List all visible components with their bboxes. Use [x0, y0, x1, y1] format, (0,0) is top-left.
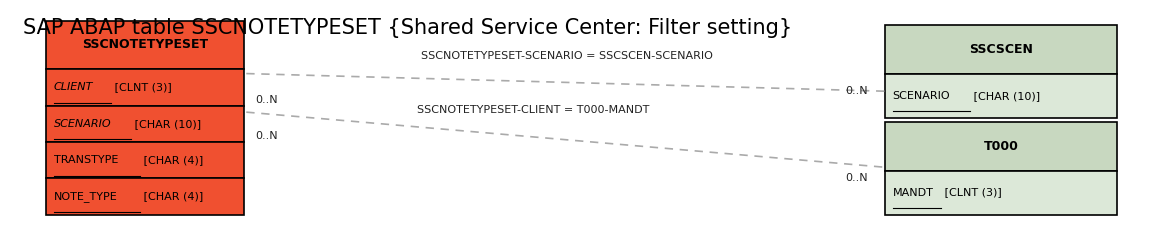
Text: 0..N: 0..N	[845, 173, 868, 183]
Bar	[45, 178, 244, 215]
Text: [CHAR (10)]: [CHAR (10)]	[970, 91, 1040, 100]
Text: CLIENT: CLIENT	[53, 82, 93, 92]
Text: 0..N: 0..N	[845, 86, 868, 96]
Bar	[45, 21, 244, 69]
Text: [CHAR (4)]: [CHAR (4)]	[140, 191, 204, 201]
Text: SCENARIO: SCENARIO	[53, 119, 111, 129]
Text: SSCNOTETYPESET-SCENARIO = SSCSCEN-SCENARIO: SSCNOTETYPESET-SCENARIO = SSCSCEN-SCENAR…	[421, 51, 713, 61]
Text: SSCNOTETYPESET-CLIENT = T000-MANDT: SSCNOTETYPESET-CLIENT = T000-MANDT	[417, 105, 649, 115]
Text: NOTE_TYPE: NOTE_TYPE	[53, 191, 117, 202]
Text: MANDT: MANDT	[892, 188, 934, 198]
Text: TRANSTYPE: TRANSTYPE	[53, 155, 118, 165]
Text: [CLNT (3)]: [CLNT (3)]	[941, 188, 1002, 198]
Text: SCENARIO: SCENARIO	[892, 91, 950, 100]
Text: [CLNT (3)]: [CLNT (3)]	[111, 82, 172, 92]
Bar	[885, 171, 1118, 215]
Text: 0..N: 0..N	[256, 131, 278, 141]
Text: [CHAR (4)]: [CHAR (4)]	[140, 155, 204, 165]
Text: SSCNOTETYPESET: SSCNOTETYPESET	[82, 38, 208, 51]
Bar	[45, 105, 244, 142]
Text: [CHAR (10)]: [CHAR (10)]	[131, 119, 201, 129]
Text: 0..N: 0..N	[256, 95, 278, 105]
Bar	[885, 25, 1118, 73]
Bar	[45, 69, 244, 105]
Text: SAP ABAP table SSCNOTETYPESET {Shared Service Center: Filter setting}: SAP ABAP table SSCNOTETYPESET {Shared Se…	[23, 18, 793, 38]
Bar	[45, 142, 244, 178]
Text: SSCSCEN: SSCSCEN	[968, 43, 1033, 56]
Bar	[885, 122, 1118, 171]
Bar	[885, 73, 1118, 118]
Text: T000: T000	[983, 140, 1018, 153]
